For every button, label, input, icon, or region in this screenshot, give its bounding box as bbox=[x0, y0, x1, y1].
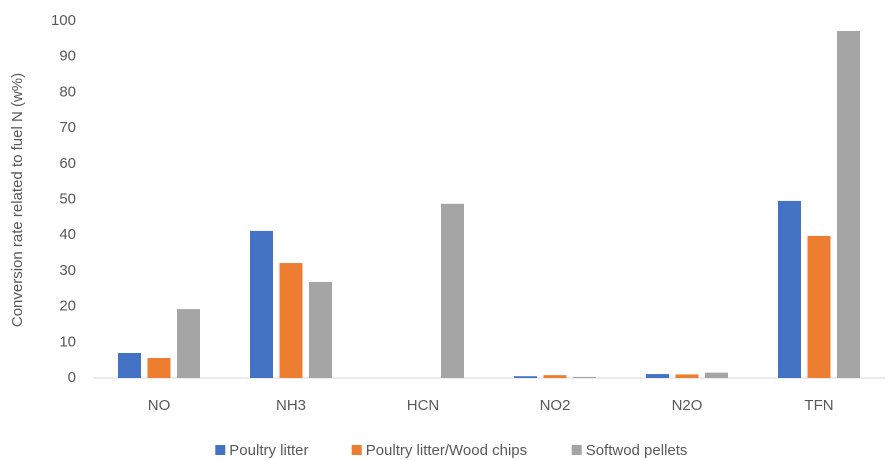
y-tick-label: 30 bbox=[59, 262, 76, 279]
legend-swatch bbox=[351, 445, 362, 455]
bar bbox=[675, 374, 699, 378]
bar bbox=[118, 353, 141, 378]
y-tick-label: 50 bbox=[59, 190, 76, 207]
bar bbox=[837, 30, 860, 378]
y-tick-label: 40 bbox=[59, 226, 76, 243]
bar bbox=[778, 200, 801, 378]
bar bbox=[441, 203, 464, 378]
bar bbox=[250, 230, 273, 378]
bar bbox=[177, 309, 200, 378]
x-tick-label: N2O bbox=[672, 397, 703, 414]
legend-label: Poultry litter bbox=[229, 442, 308, 459]
y-tick-label: 80 bbox=[59, 83, 76, 100]
y-axis-label: Conversion rate related to fuel N (w%) bbox=[9, 73, 26, 327]
y-tick-label: 100 bbox=[51, 12, 76, 29]
y-tick-label: 10 bbox=[59, 333, 76, 350]
x-tick-label: NH3 bbox=[276, 397, 306, 414]
x-tick-label: TFN bbox=[804, 397, 833, 414]
bar bbox=[807, 235, 831, 378]
y-tick-label: 90 bbox=[59, 48, 76, 65]
bar bbox=[646, 374, 669, 378]
y-tick-label: 20 bbox=[59, 298, 76, 315]
bar bbox=[279, 263, 303, 378]
legend-swatch bbox=[215, 445, 226, 455]
bar bbox=[573, 376, 596, 378]
y-tick-label: 0 bbox=[68, 369, 76, 386]
legend-swatch bbox=[571, 445, 582, 455]
y-tick-label: 60 bbox=[59, 155, 76, 172]
legend-label: Softwod pellets bbox=[586, 442, 688, 459]
bar bbox=[543, 375, 567, 378]
bar bbox=[705, 372, 728, 378]
y-tick-label: 70 bbox=[59, 119, 76, 136]
x-tick-label: NO2 bbox=[540, 397, 571, 414]
x-tick-label: HCN bbox=[407, 397, 440, 414]
legend-label: Poultry litter/Wood chips bbox=[366, 442, 527, 459]
bar bbox=[309, 281, 332, 378]
bar bbox=[514, 376, 537, 378]
x-tick-label: NO bbox=[148, 397, 171, 414]
bar bbox=[147, 358, 171, 378]
